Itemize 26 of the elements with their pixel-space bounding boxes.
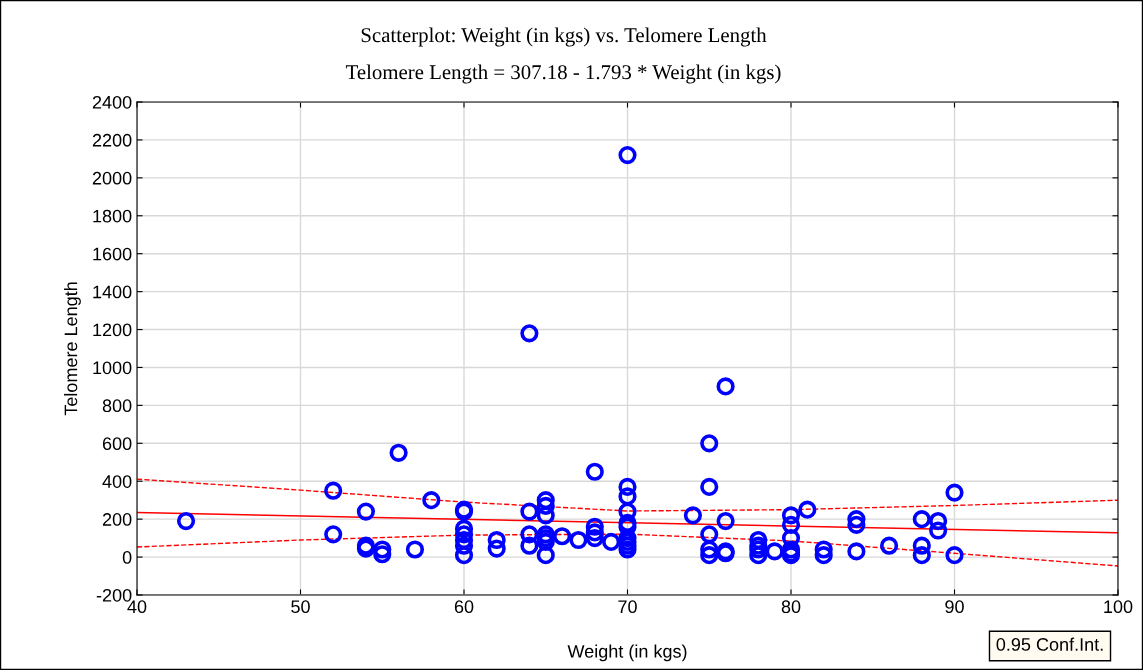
chart-subtitle: Telomere Length = 307.18 - 1.793 * Weight (in kgs): [345, 64, 781, 84]
x-tick-label: 90: [945, 600, 964, 614]
y-tick-label: 0: [122, 551, 132, 564]
y-tick-label: 2400: [92, 95, 132, 109]
x-tick-label: 80: [781, 600, 801, 614]
x-tick-label: 60: [454, 600, 474, 614]
text: 0.95 Conf.Int.: [996, 637, 1103, 651]
y-tick-label: 1400: [93, 285, 132, 299]
chart-title: Scatterplot: Weight (in kgs) vs. Telomere Length: [361, 27, 767, 47]
x-tick-label: 100: [1104, 600, 1133, 614]
x-tick-label: 70: [618, 600, 637, 614]
y-tick-label: 1000: [93, 361, 132, 375]
y-tick-label: -200: [96, 588, 132, 602]
y-tick-label: 200: [102, 513, 132, 526]
y-tick-label: 2000: [92, 171, 132, 185]
y-tick-label: 800: [102, 399, 132, 413]
x-tick-label: 40: [127, 600, 147, 614]
x-tick-label: 50: [291, 600, 310, 614]
y-tick-label: 1800: [93, 209, 132, 223]
y-tick-label: 600: [102, 437, 132, 451]
y-axis-title: Telomere Length: [64, 282, 81, 416]
x-axis-title: Weight (in kgs): [567, 644, 687, 662]
y-tick-label: 1200: [93, 323, 132, 337]
y-tick-label: 400: [102, 475, 132, 488]
y-tick-label: 2200: [92, 133, 132, 147]
y-tick-label: 1600: [93, 247, 132, 261]
